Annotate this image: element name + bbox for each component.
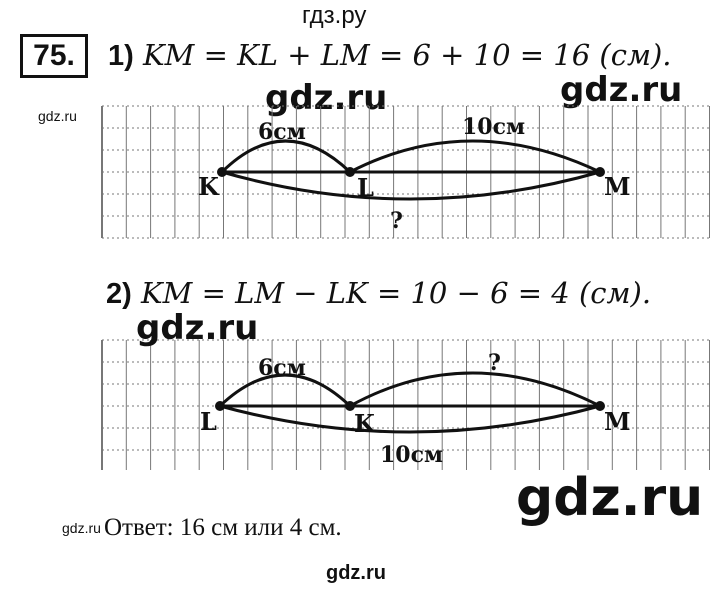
answer-text: Ответ: 16 см или 4 см.	[104, 514, 342, 541]
part2-equation: KM = LM − LK = 10 − 6 = 4 (см).	[141, 276, 652, 310]
part1-equation-line: 1) KM = KL + LM = 6 + 10 = 16 (см).	[108, 38, 672, 73]
part1-equation: KM = KL + LM = 6 + 10 = 16 (см).	[143, 38, 672, 72]
point-label: M	[604, 172, 631, 201]
problem-number: 75.	[20, 34, 88, 78]
point-label: K	[354, 409, 376, 438]
arc-label: 6см	[258, 119, 306, 145]
arc-km-2	[349, 371, 601, 408]
arc-km-1	[221, 170, 601, 201]
arc-lk-2	[218, 373, 352, 408]
watermark-small: gdz.ru	[62, 520, 101, 536]
arc-label: 10см	[380, 442, 443, 468]
arc-kl-1	[220, 139, 352, 174]
point-2c	[595, 401, 605, 411]
watermark: gdz.ru	[136, 308, 259, 348]
watermark-small: gdz.ru	[38, 108, 77, 124]
part1-label: 1)	[108, 40, 134, 72]
arc-label: ?	[390, 208, 403, 234]
arc-lm-1	[349, 139, 601, 174]
part2-equation-line: 2) KM = LM − LK = 10 − 6 = 4 (см).	[106, 276, 651, 311]
watermark: gdz.ru	[265, 78, 388, 118]
part2-label: 2)	[106, 278, 132, 310]
arc-label: ?	[488, 350, 501, 376]
arc-label: 10см	[462, 114, 525, 140]
point-label: L	[200, 407, 217, 436]
arc-lm-2	[219, 404, 601, 434]
point-1c	[595, 167, 605, 177]
watermark: gdz.ru	[560, 70, 683, 110]
point-label: L	[357, 173, 374, 202]
point-1a	[217, 167, 227, 177]
arc-label: 6см	[258, 355, 306, 381]
point-1b	[345, 167, 355, 177]
point-2b	[345, 401, 355, 411]
watermark-footer: gdz.ru	[326, 562, 386, 584]
point-2a	[215, 401, 225, 411]
point-label: M	[604, 407, 631, 436]
site-header: гдз.ру	[302, 2, 367, 29]
point-label: K	[198, 172, 220, 201]
watermark: gdz.ru	[516, 468, 704, 528]
